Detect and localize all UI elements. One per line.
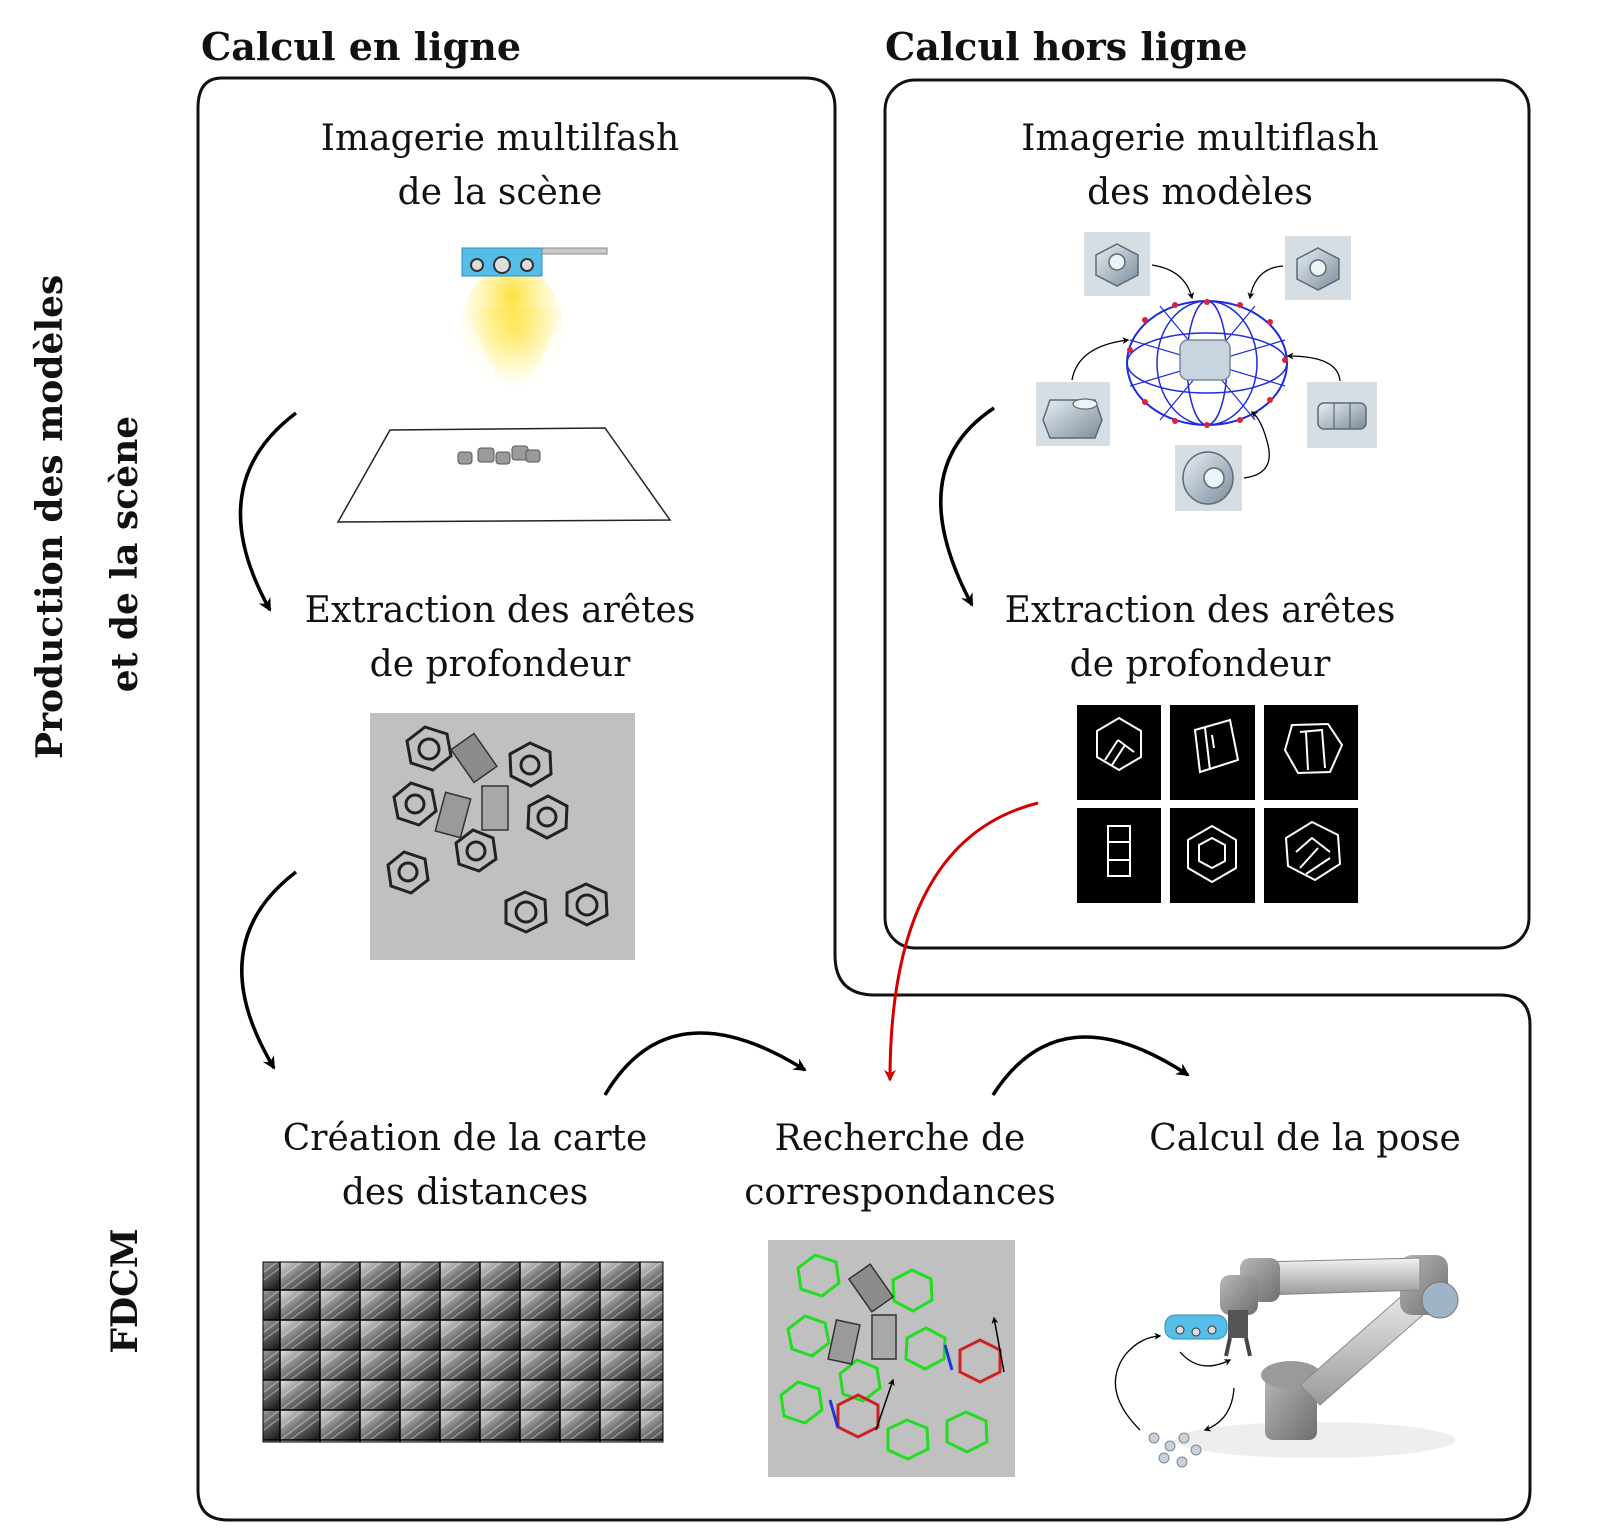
view-link-arrow [1071,337,1130,381]
multiflash-camera-illustration [457,247,608,425]
model-view-thumbnail [1307,382,1377,448]
model-view-thumbnail [1175,445,1242,511]
matching-result-image [768,1240,1015,1477]
edge-nut-7 [504,890,548,934]
step-model-edge-extraction-line1: Extraction des arêtes [1004,590,1396,631]
model-view-thumbnail [1036,382,1110,446]
step-pose: Calcul de la pose [1105,1112,1505,1166]
step-model-edge-extraction: Extraction des arêtes de profondeur [960,584,1440,692]
model-view-thumbnail [1084,232,1150,296]
edge-nut-6 [454,828,498,873]
view-link-arrow [1247,265,1284,300]
edge-nut-side-1 [450,732,498,784]
flow-arrow-scene-to-extraction [238,411,298,612]
model-edge-tile [1077,705,1161,800]
model-view-thumbnail [1285,236,1351,300]
edge-nut-1 [405,725,453,772]
step-pose-line1: Calcul de la pose [1149,1118,1461,1159]
step-scene-imaging-line2: de la scène [397,172,603,213]
scene-depth-edges-image [370,713,635,960]
model-edge-tile [1077,808,1161,903]
side-label-fdcm: FDCM [104,1228,146,1354]
step-model-imaging: Imagerie multiflash des modèles [960,112,1440,220]
edge-nut-4 [526,794,569,840]
edge-nut-8 [565,882,609,927]
online-header: Calcul en ligne [201,24,522,69]
flow-arrow-models-to-extraction [939,406,995,607]
pose-cycle-arrow [1179,1351,1232,1367]
pose-cycle-arrow [1203,1387,1235,1432]
match-red [836,1393,880,1439]
step-scene-edge-extraction-line2: de profondeur [369,644,631,685]
step-matching-line1: Recherche de [774,1118,1026,1159]
side-label-production-line2: et de la scène [104,415,146,693]
step-distance-map: Création de la carte des distances [225,1112,705,1220]
step-distance-map-line2: des distances [341,1172,589,1213]
step-scene-imaging: Imagerie multilfash de la scène [260,112,740,220]
step-model-imaging-line1: Imagerie multiflash [1021,118,1379,159]
view-link-arrow [1286,352,1341,382]
match-green [779,1380,824,1425]
flow-arrow-distance-to-matching [603,1031,807,1096]
model-edges-grid [1077,705,1358,903]
match-green [904,1326,947,1371]
edge-nut-side-2 [434,791,472,839]
step-model-imaging-line2: des modèles [1087,172,1313,213]
offline-region-box [883,78,1531,950]
model-edge-tile [1170,705,1255,800]
match-green [786,1314,831,1358]
model-edge-tile [1170,808,1255,903]
model-edge-tile [1264,808,1358,903]
match-green [945,1410,989,1454]
view-link-arrow [1243,411,1270,479]
match-green [796,1253,841,1298]
online-region-box [196,76,1532,1522]
pose-cycle-arrow [1114,1332,1162,1431]
match-green [891,1268,934,1313]
scene-plane-illustration [336,427,672,523]
robot-arm-illustration [1114,1255,1459,1468]
step-scene-edge-extraction-line1: Extraction des arêtes [304,590,696,631]
model-views-illustration [1036,232,1377,511]
step-scene-edge-extraction: Extraction des arêtes de profondeur [260,584,740,692]
flow-arrow-models-to-matching [884,801,1039,1082]
viewing-sphere [1126,299,1288,428]
flow-arrow-matching-to-pose [991,1035,1190,1096]
edge-nut-5 [386,850,430,895]
distance-transform-map [262,1261,664,1443]
step-matching: Recherche de correspondances [700,1112,1100,1220]
view-link-arrow [1151,264,1195,300]
model-edge-tile [1264,705,1358,800]
match-green [886,1418,930,1461]
edge-nut-3 [392,781,438,827]
edge-nut-2 [508,741,553,788]
offline-header: Calcul hors ligne [885,24,1248,69]
side-label-production-line1: Production des modèles [29,274,71,759]
step-distance-map-line1: Création de la carte [282,1118,648,1159]
flow-arrow-extraction-to-distance [240,870,298,1070]
step-matching-line2: correspondances [744,1172,1056,1213]
edge-nut-side-3 [481,785,509,831]
step-scene-imaging-line1: Imagerie multilfash [320,118,680,159]
match-green [838,1358,882,1403]
match-blue [828,1344,954,1429]
step-model-edge-extraction-line2: de profondeur [1069,644,1331,685]
